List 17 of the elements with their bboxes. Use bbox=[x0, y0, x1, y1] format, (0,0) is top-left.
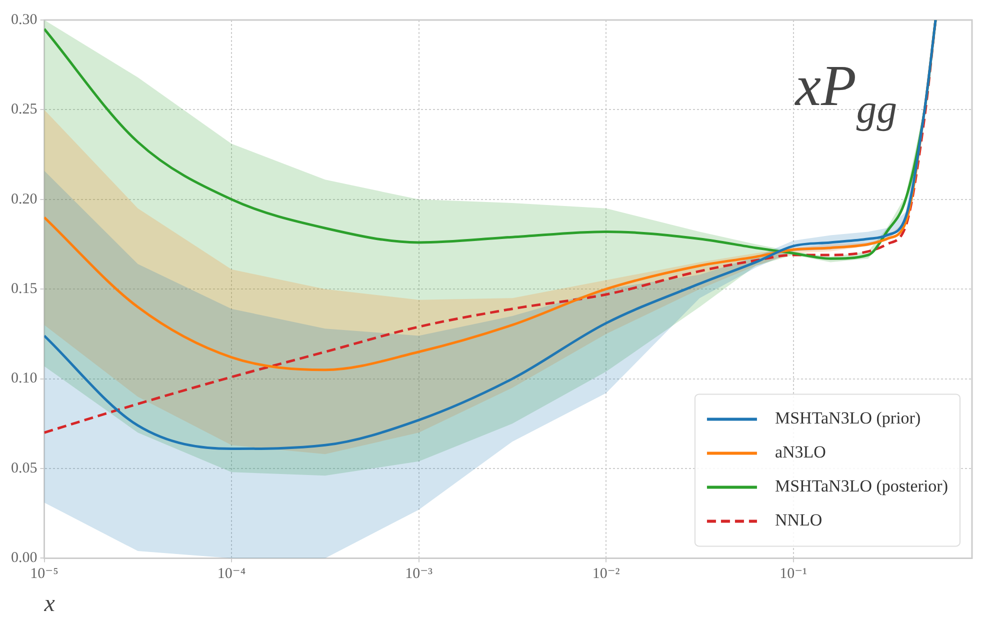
legend-label: aN3LO bbox=[774, 442, 826, 462]
y-tick-label: 0.15 bbox=[11, 281, 38, 298]
x-tick-label: 10⁻² bbox=[592, 566, 620, 582]
legend-label: MSHTaN3LO (posterior) bbox=[774, 476, 948, 496]
y-tick-label: 0.30 bbox=[11, 12, 38, 28]
y-tick-label: 0.05 bbox=[11, 460, 38, 476]
y-tick-label: 0.10 bbox=[11, 370, 38, 387]
legend-label: NNLO bbox=[774, 510, 822, 530]
x-tick-label: 10⁻³ bbox=[405, 566, 433, 582]
legend-label: MSHTaN3LO (prior) bbox=[774, 408, 921, 428]
y-tick-label: 0.25 bbox=[11, 102, 38, 118]
y-tick-label: 0.20 bbox=[11, 191, 38, 208]
x-tick-label: 10⁻¹ bbox=[780, 566, 808, 582]
y-tick-label: 0.00 bbox=[11, 550, 38, 566]
x-axis-title: x bbox=[43, 590, 56, 617]
x-tick-label: 10⁻⁵ bbox=[30, 566, 58, 582]
x-tick-label: 10⁻⁴ bbox=[217, 566, 246, 582]
